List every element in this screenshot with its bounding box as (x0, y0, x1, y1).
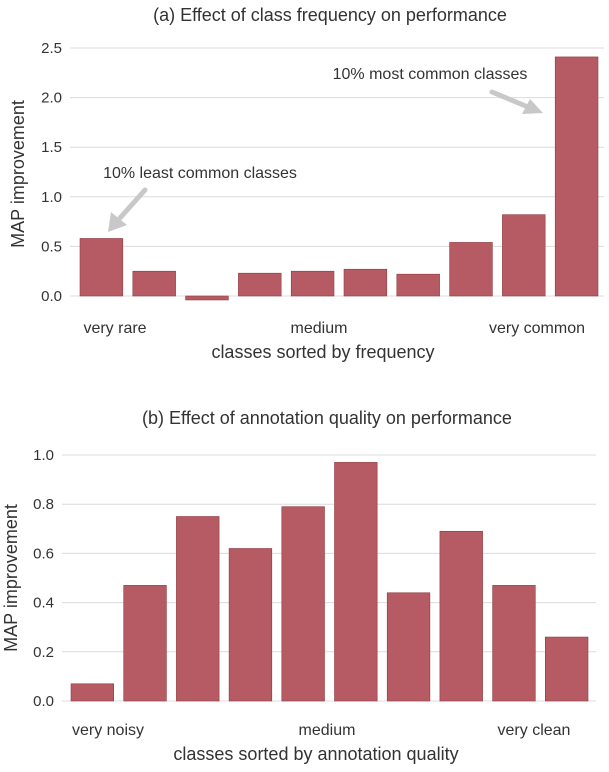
b-y-tick-label: 0.6 (33, 545, 54, 562)
a-y-tick-label: 0.0 (41, 288, 62, 305)
annotation-most-common: 10% most common classes (333, 66, 528, 83)
a-bar-4 (238, 272, 282, 297)
arrow-least-common (108, 187, 148, 232)
b-bar-1 (70, 683, 114, 702)
b-bar-5 (281, 506, 325, 702)
b-bar-2 (123, 585, 167, 702)
a-bar-8 (449, 242, 493, 297)
a-y-tick-label: 1.0 (41, 189, 62, 206)
chart-b-category-very-noisy: very noisy (72, 722, 144, 739)
a-bar-10 (554, 56, 599, 297)
chart-b-y-ticks: 0.0 0.2 0.4 0.6 0.8 1.0 (33, 447, 54, 710)
a-y-tick-label: 1.5 (41, 139, 62, 156)
a-bar-7 (396, 273, 440, 297)
chart-a-y-axis-label: MAP improvement (8, 100, 28, 248)
chart-b-title: (b) Effect of annotation quality on perf… (142, 408, 512, 428)
b-bar-7 (386, 592, 431, 702)
a-bar-3 (185, 295, 229, 301)
chart-a-category-very-rare: very rare (83, 320, 146, 337)
b-y-tick-label: 0.4 (33, 595, 54, 612)
b-bar-8 (439, 530, 483, 702)
b-y-tick-label: 1.0 (33, 447, 54, 464)
b-y-tick-label: 0.2 (33, 644, 54, 661)
chart-a-bars (79, 56, 599, 301)
b-bar-9 (492, 585, 536, 702)
b-y-tick-label: 0.0 (33, 693, 54, 710)
a-bar-5 (290, 270, 335, 297)
chart-b: (b) Effect of annotation quality on perf… (1, 408, 596, 764)
chart-b-x-axis-label: classes sorted by annotation quality (173, 744, 458, 764)
a-bar-1 (79, 238, 124, 297)
a-y-tick-label: 2.0 (41, 90, 62, 107)
a-y-tick-label: 2.5 (41, 40, 62, 57)
chart-a-x-axis-label: classes sorted by frequency (211, 342, 434, 362)
chart-b-category-very-clean: very clean (498, 722, 571, 739)
chart-b-category-medium: medium (299, 722, 356, 739)
chart-a-category-medium: medium (291, 320, 348, 337)
a-bar-9 (502, 214, 546, 297)
b-bar-6 (334, 462, 378, 702)
b-bar-3 (176, 516, 220, 702)
chart-a-category-very-common: very common (489, 320, 585, 337)
arrow-most-common (489, 89, 543, 114)
b-bar-4 (228, 548, 273, 702)
chart-a-y-ticks: 0.0 0.5 1.0 1.5 2.0 2.5 (41, 40, 62, 305)
b-bar-10 (545, 636, 589, 702)
chart-a: (a) Effect of class frequency on perform… (8, 5, 604, 362)
a-bar-6 (343, 268, 388, 297)
a-y-tick-label: 0.5 (41, 238, 62, 255)
b-y-tick-label: 0.8 (33, 496, 54, 513)
chart-b-bars (70, 462, 589, 702)
annotation-least-common: 10% least common classes (103, 165, 297, 182)
chart-a-title: (a) Effect of class frequency on perform… (153, 5, 507, 25)
a-bar-2 (132, 270, 176, 297)
chart-b-y-axis-label: MAP improvement (1, 504, 21, 652)
